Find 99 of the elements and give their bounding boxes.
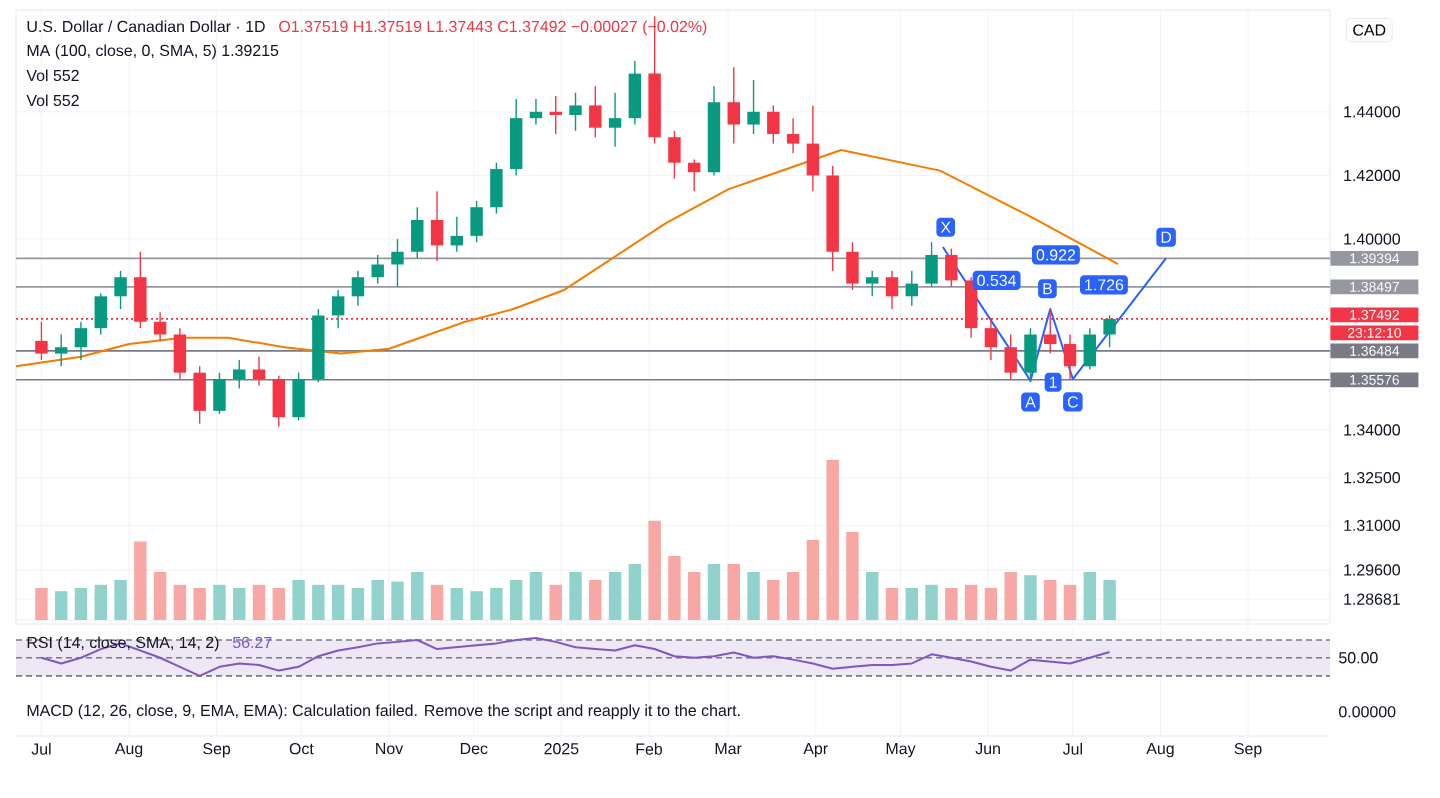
candlestick (1083, 327, 1097, 371)
candlestick (490, 162, 503, 215)
bar (450, 588, 464, 620)
bar (529, 572, 543, 620)
candlestick (786, 117, 800, 154)
bar (727, 564, 740, 620)
bar (173, 584, 187, 620)
candlestick (668, 130, 681, 180)
bar (35, 588, 48, 620)
bar (1063, 584, 1077, 620)
bar (411, 572, 424, 620)
candlestick (866, 270, 879, 298)
candlestick (589, 85, 602, 138)
bar (905, 588, 919, 620)
candlestick (945, 247, 958, 288)
candlestick (569, 92, 582, 132)
bar (668, 556, 681, 620)
bar (549, 584, 562, 620)
bar (628, 564, 642, 620)
candlestick (1004, 333, 1017, 380)
bar (846, 532, 859, 620)
bar (945, 588, 958, 620)
candlestick (114, 270, 127, 310)
candlestick (411, 206, 424, 259)
bar (1044, 580, 1057, 620)
candlestick (272, 375, 286, 428)
candlestick (74, 321, 88, 361)
bar (490, 588, 503, 620)
bar (55, 591, 68, 620)
candlestick (747, 79, 760, 135)
bar (470, 591, 483, 620)
bar (589, 580, 602, 620)
candlestick (94, 292, 107, 336)
bar (371, 580, 384, 620)
bar (1024, 575, 1037, 620)
candlestick (233, 359, 246, 390)
bar (826, 460, 839, 620)
candlestick (351, 270, 365, 307)
bar (213, 584, 226, 620)
bar (806, 540, 820, 620)
bar (866, 572, 879, 620)
bar (925, 584, 938, 620)
bar (134, 541, 147, 620)
bar (312, 584, 325, 620)
bar (351, 588, 365, 620)
candlestick (806, 104, 820, 193)
candlestick (905, 270, 919, 307)
bar (252, 584, 266, 620)
bar (233, 588, 246, 620)
candlestick (173, 327, 187, 380)
bar (331, 584, 345, 620)
candlestick (430, 190, 444, 263)
bar (114, 580, 127, 620)
candlestick (608, 92, 622, 148)
candlestick (885, 270, 899, 310)
candlestick (687, 158, 701, 193)
candlestick (846, 241, 859, 291)
candlestick (193, 365, 206, 425)
bar (687, 572, 701, 620)
bar (569, 572, 582, 620)
bar (94, 584, 107, 620)
bar (193, 588, 206, 620)
bar (272, 588, 286, 620)
bar (767, 580, 780, 620)
candlestick (252, 356, 266, 387)
bar (885, 588, 899, 620)
bar (1083, 572, 1097, 620)
candlestick (213, 371, 226, 415)
bar (74, 588, 88, 620)
candlestick (767, 104, 780, 145)
candlestick (371, 254, 384, 285)
bar (786, 572, 800, 620)
bar (430, 584, 444, 620)
bar (707, 564, 721, 620)
candlestick (925, 241, 938, 288)
candlestick (292, 371, 305, 422)
candlestick (727, 66, 740, 145)
bar (984, 588, 998, 620)
candlestick (549, 95, 562, 135)
candlestick (55, 333, 68, 367)
bar (153, 572, 167, 620)
bar (1103, 580, 1116, 620)
candlestick (391, 238, 404, 288)
candlestick (628, 60, 642, 126)
bar (509, 580, 523, 620)
bar (391, 581, 404, 620)
candlestick (1103, 314, 1116, 348)
candlestick (529, 98, 543, 126)
bar (608, 572, 622, 620)
candlestick (331, 289, 345, 329)
bar (964, 584, 978, 620)
bar (648, 520, 661, 620)
candlestick (470, 200, 483, 243)
candlestick (1063, 333, 1077, 380)
bar (292, 580, 305, 620)
bar (1004, 572, 1017, 620)
bar (747, 572, 760, 620)
candlestick (1024, 327, 1037, 383)
candlestick (450, 216, 464, 253)
